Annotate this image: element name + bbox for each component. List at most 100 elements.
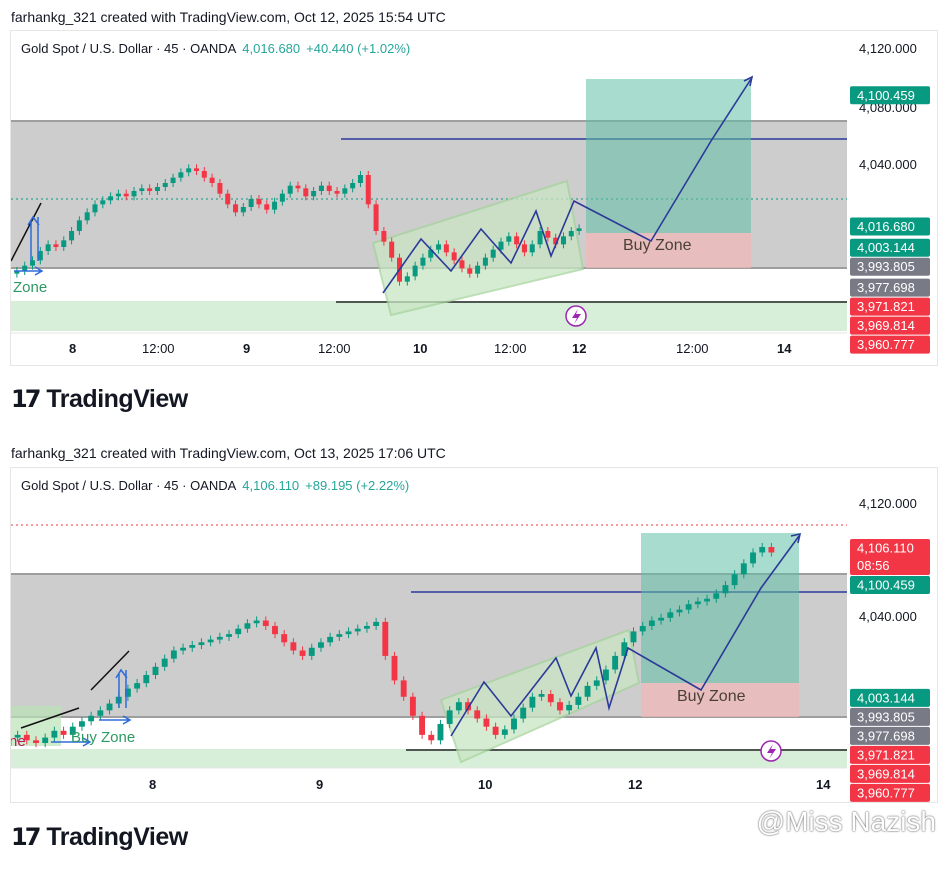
chart2-panel[interactable]: Gold Spot / U.S. Dollar · 45 · OANDA 4,10… bbox=[10, 467, 938, 803]
chart1-panel[interactable]: Gold Spot / U.S. Dollar · 45 · OANDA 4,01… bbox=[10, 30, 938, 366]
candle bbox=[272, 625, 278, 635]
candle bbox=[553, 237, 559, 245]
price-tag bbox=[850, 726, 930, 745]
chart1-x-tick: 8 bbox=[69, 341, 76, 356]
chart2-y-tick: 4,120.000 bbox=[859, 496, 917, 511]
candle bbox=[253, 620, 260, 624]
candle bbox=[279, 193, 285, 202]
chart1-zone-label: Zone bbox=[13, 279, 47, 296]
candle bbox=[538, 694, 545, 697]
candle bbox=[459, 260, 465, 269]
candle bbox=[648, 620, 655, 626]
candle bbox=[106, 703, 113, 711]
candle bbox=[694, 601, 701, 605]
chart1-trendline bbox=[11, 202, 42, 262]
price-tag-label: 3,960.777 bbox=[857, 785, 915, 800]
price-tag-label: 3,993.805 bbox=[857, 259, 915, 274]
chart2-buy-zone-left: Buy Zone bbox=[71, 729, 135, 746]
chart1-lightning-glyph bbox=[572, 309, 581, 324]
chart1-y-tick: 4,040.000 bbox=[859, 157, 917, 172]
candle bbox=[676, 609, 683, 613]
price-tag-label: 3,969.814 bbox=[857, 318, 915, 333]
candle bbox=[217, 183, 223, 194]
candle bbox=[290, 642, 297, 651]
chart2-plot[interactable]: ne Buy Zone Buy Zone 8 9 10 12 14 4,120.… bbox=[11, 468, 937, 802]
chart1-change: +40.440 (+1.02%) bbox=[306, 41, 411, 56]
chart2-symbol-line: Gold Spot / U.S. Dollar · 45 · OANDA 4,10… bbox=[21, 478, 409, 493]
candle bbox=[483, 718, 490, 727]
candle bbox=[419, 715, 426, 735]
candle bbox=[61, 240, 67, 247]
price-tag-label: 3,971.821 bbox=[857, 747, 915, 762]
price-tag bbox=[850, 257, 930, 276]
candle bbox=[373, 621, 380, 626]
chart1-x-tick: 12:00 bbox=[494, 341, 527, 356]
candle bbox=[161, 658, 168, 667]
chart1-price-tags: 4,100.459 4,016.680 4,003.144 3,993.805 3,97… bbox=[850, 86, 930, 354]
candle bbox=[207, 639, 214, 643]
candle bbox=[490, 249, 496, 258]
candle bbox=[511, 718, 517, 730]
chart1-x-axis: 8 12:00 9 12:00 10 12:00 12 12:00 14 bbox=[69, 341, 792, 356]
candle bbox=[37, 251, 43, 261]
candle bbox=[170, 650, 177, 659]
price-tag bbox=[850, 238, 930, 257]
candle bbox=[520, 707, 527, 719]
candle bbox=[69, 231, 75, 241]
chart1-stop-zone bbox=[586, 233, 751, 268]
chart2-up-arrow-icon bbox=[115, 668, 128, 708]
price-tag bbox=[850, 297, 930, 316]
price-tag bbox=[850, 217, 930, 236]
candle bbox=[14, 734, 21, 738]
candle bbox=[446, 710, 453, 724]
candle bbox=[308, 647, 315, 656]
candle bbox=[225, 193, 231, 205]
candle bbox=[467, 268, 473, 274]
candle bbox=[465, 702, 471, 711]
price-tag-label: 3,977.698 bbox=[857, 280, 915, 295]
price-tag bbox=[850, 539, 930, 576]
chart2-projection-path bbox=[450, 535, 800, 737]
price-tag-countdown: 08:56 bbox=[857, 558, 890, 573]
chart1-plot[interactable]: Zone Buy Zone 8 12:00 9 12:00 10 12:00 1… bbox=[11, 31, 937, 365]
candle bbox=[115, 193, 121, 197]
candle bbox=[295, 185, 301, 189]
candle bbox=[326, 185, 332, 191]
chart1-x-tick: 10 bbox=[413, 341, 427, 356]
chart2-lightning-glyph bbox=[767, 744, 776, 759]
chart1-price: 4,016.680 bbox=[242, 41, 301, 56]
candle bbox=[240, 207, 246, 213]
candle bbox=[303, 188, 309, 197]
chart2-symbol: Gold Spot / U.S. Dollar · 45 · OANDA bbox=[21, 478, 237, 493]
chart2-zone-fragment: ne bbox=[11, 733, 26, 750]
candle bbox=[428, 734, 435, 741]
chart1-x-tick: 14 bbox=[777, 341, 792, 356]
candle bbox=[139, 188, 145, 191]
candle bbox=[428, 249, 434, 258]
candle bbox=[404, 276, 410, 282]
candle bbox=[482, 257, 488, 266]
candle bbox=[443, 244, 449, 253]
candle bbox=[336, 634, 343, 637]
chart1-logo: 17 TradingView bbox=[11, 384, 188, 414]
price-tag bbox=[850, 764, 930, 783]
candle bbox=[189, 645, 196, 648]
candle bbox=[69, 726, 76, 735]
candle bbox=[193, 168, 199, 171]
candle bbox=[262, 620, 269, 626]
candle bbox=[501, 729, 508, 735]
candle bbox=[475, 265, 481, 274]
candle bbox=[498, 241, 504, 250]
candle bbox=[658, 617, 665, 621]
price-tag bbox=[850, 335, 930, 354]
price-tag bbox=[850, 576, 930, 595]
candle bbox=[100, 200, 106, 205]
candle bbox=[143, 674, 150, 684]
candle bbox=[357, 175, 363, 183]
candle bbox=[209, 177, 215, 183]
candle bbox=[354, 628, 361, 632]
candle bbox=[60, 730, 67, 735]
candle bbox=[256, 199, 262, 205]
candle bbox=[373, 204, 379, 231]
candle bbox=[131, 191, 137, 197]
